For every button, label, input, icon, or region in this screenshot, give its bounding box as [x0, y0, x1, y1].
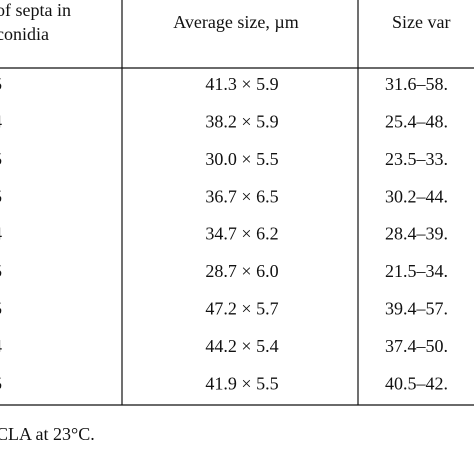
- footnote: CLA at 23°C.: [0, 424, 95, 444]
- septa-cell: 5: [0, 74, 2, 94]
- septa-cell: 5: [0, 373, 2, 393]
- size-range-cell: 40.5–42.: [385, 373, 448, 393]
- size-range-cell: 37.4–50.: [385, 336, 448, 356]
- septa-cell: 4: [0, 336, 2, 356]
- size-range-cell: 25.4–48.: [385, 112, 448, 132]
- header-cell: Size var: [392, 12, 450, 32]
- header-cell: conidia: [0, 24, 49, 44]
- septa-cell: 5: [0, 261, 2, 281]
- septa-cell: 4: [0, 224, 2, 244]
- header-cell: of septa in: [0, 0, 71, 20]
- size-range-cell: 31.6–58.: [385, 74, 448, 94]
- septa-cell: 5: [0, 149, 2, 169]
- average-size-cell: 44.2 × 5.4: [205, 336, 278, 356]
- header-cell: Average size, µm: [173, 12, 298, 32]
- septa-cell: 4: [0, 112, 2, 132]
- size-range-cell: 39.4–57.: [385, 299, 448, 319]
- septa-cell: 5: [0, 299, 2, 319]
- average-size-cell: 34.7 × 6.2: [205, 224, 278, 244]
- size-range-cell: 28.4–39.: [385, 224, 448, 244]
- average-size-cell: 28.7 × 6.0: [205, 261, 278, 281]
- average-size-cell: 36.7 × 6.5: [205, 186, 278, 206]
- size-range-cell: 23.5–33.: [385, 149, 448, 169]
- average-size-cell: 38.2 × 5.9: [205, 112, 278, 132]
- average-size-cell: 41.9 × 5.5: [205, 373, 278, 393]
- average-size-cell: 41.3 × 5.9: [205, 74, 278, 94]
- size-range-cell: 21.5–34.: [385, 261, 448, 281]
- size-range-cell: 30.2–44.: [385, 186, 448, 206]
- average-size-cell: 30.0 × 5.5: [205, 149, 278, 169]
- septa-cell: 5: [0, 186, 2, 206]
- average-size-cell: 47.2 × 5.7: [205, 299, 278, 319]
